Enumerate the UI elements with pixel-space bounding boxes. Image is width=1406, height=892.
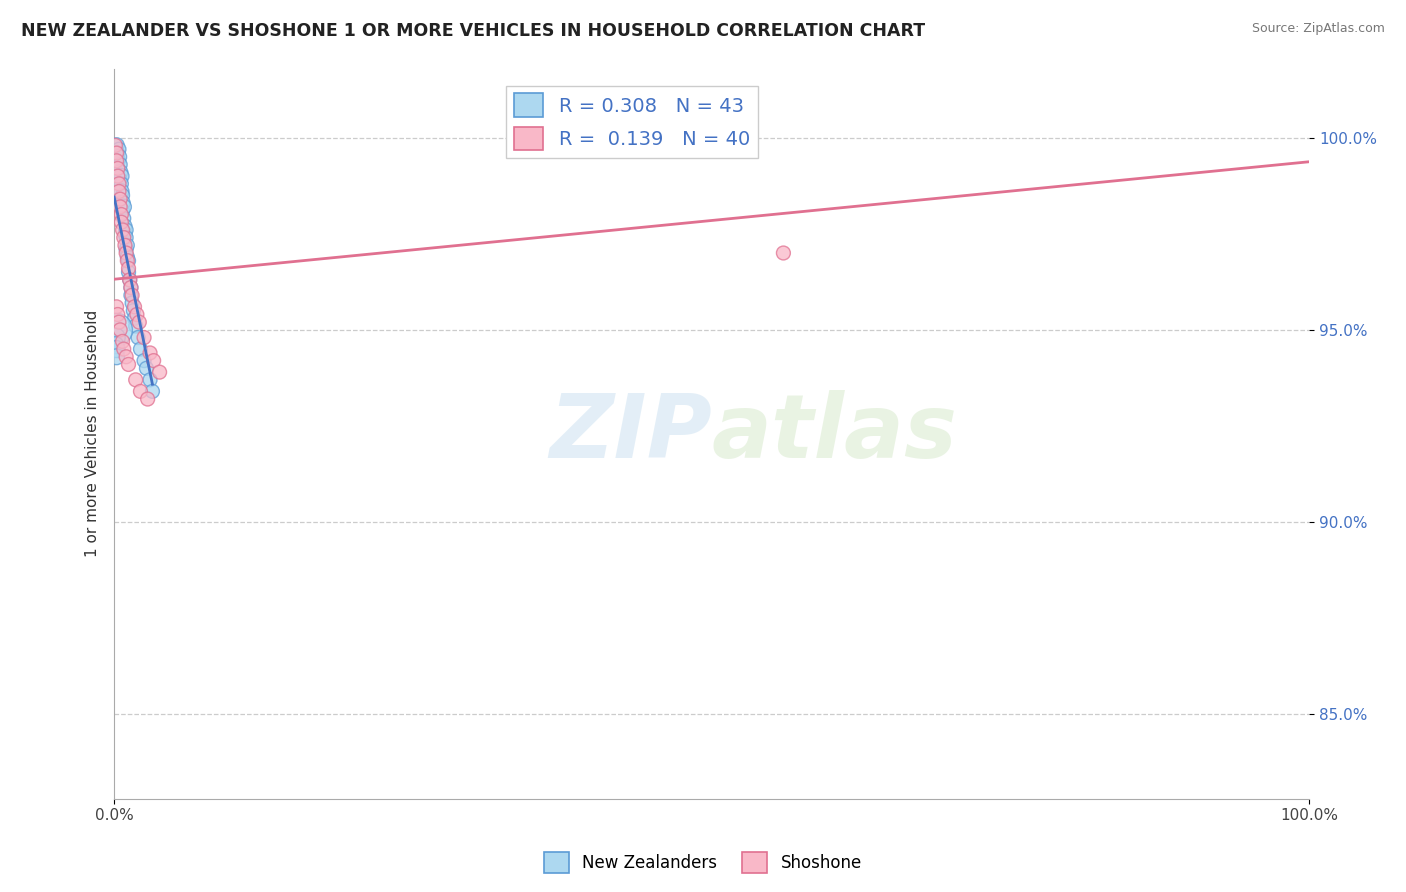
Text: atlas: atlas [711,390,957,477]
Point [117,250,139,264]
Point [107,308,129,322]
Text: NEW ZEALANDER VS SHOSHONE 1 OR MORE VEHICLES IN HOUSEHOLD CORRELATION CHART: NEW ZEALANDER VS SHOSHONE 1 OR MORE VEHI… [21,22,925,40]
Point [107,161,129,176]
Point [111,334,134,349]
Point [108,177,131,191]
Point [124,311,146,326]
Point [115,350,138,364]
Point [127,330,149,344]
Point [104,138,127,153]
Point [125,308,148,322]
Point [111,188,134,202]
Point [129,342,152,356]
Point [105,153,128,168]
Point [108,150,131,164]
Legend: R = 0.308   N = 43, R =  0.139   N = 40: R = 0.308 N = 43, R = 0.139 N = 40 [506,86,758,158]
Point [117,261,139,276]
Point [112,211,135,226]
Point [120,288,142,302]
Text: Source: ZipAtlas.com: Source: ZipAtlas.com [1251,22,1385,36]
Point [121,288,143,302]
Legend: New Zealanders, Shoshone: New Zealanders, Shoshone [537,846,869,880]
Point [132,330,155,344]
Point [108,192,131,206]
Point [108,142,131,156]
Point [125,318,148,333]
Point [115,242,138,256]
Point [120,280,142,294]
Point [115,230,138,244]
Point [117,358,139,372]
Point [117,238,139,252]
Point [104,323,127,337]
Point [108,158,131,172]
Point [118,273,141,287]
Point [129,384,152,399]
Point [114,219,136,233]
Point [139,346,162,360]
Point [110,177,132,191]
Point [108,173,131,187]
Point [115,223,138,237]
Point [112,342,135,356]
Point [122,303,145,318]
Point [107,146,129,161]
Point [107,153,129,168]
Point [110,215,132,229]
Point [114,238,136,252]
Point [107,169,129,183]
Point [111,223,134,237]
Point [108,185,131,199]
Point [105,146,128,161]
Point [112,200,135,214]
Point [111,196,134,211]
Point [125,373,148,387]
Point [135,361,157,376]
Point [117,253,139,268]
Point [121,296,143,310]
Point [112,230,135,244]
Point [111,203,134,218]
Point [139,373,162,387]
Point [115,246,138,260]
Point [149,365,172,379]
Point [772,246,794,260]
Point [105,300,128,314]
Point [105,138,128,153]
Point [108,315,131,329]
Point [114,227,136,241]
Point [117,253,139,268]
Point [104,330,127,344]
Point [136,392,159,406]
Point [128,315,150,329]
Text: ZIP: ZIP [548,390,711,477]
Point [105,350,128,364]
Point [108,200,131,214]
Point [118,273,141,287]
Point [132,353,155,368]
Point [104,338,127,352]
Y-axis label: 1 or more Vehicles in Household: 1 or more Vehicles in Household [86,310,100,558]
Point [110,185,132,199]
Point [141,384,163,399]
Point [700,130,723,145]
Point [117,265,139,279]
Point [120,280,142,294]
Point [110,208,132,222]
Point [108,323,131,337]
Point [124,300,146,314]
Point [142,353,165,368]
Point [108,165,131,179]
Point [110,169,132,183]
Point [105,342,128,356]
